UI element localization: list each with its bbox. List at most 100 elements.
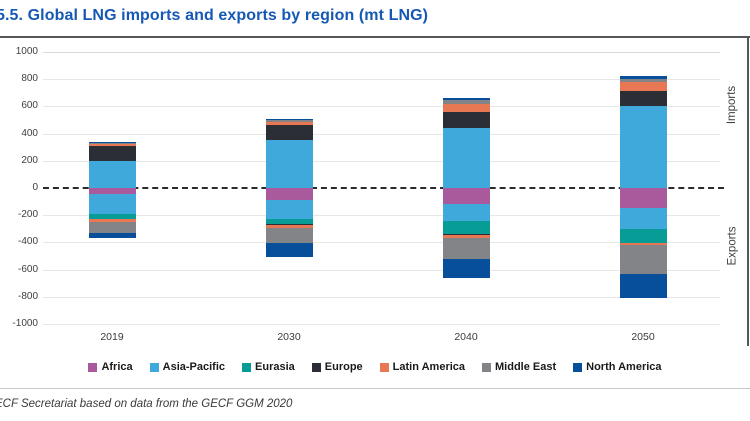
bar-segment-eurasia-exports bbox=[265, 219, 313, 225]
bar-segment-latin-america-imports bbox=[619, 81, 667, 92]
bar-segment-latin-america-imports bbox=[265, 122, 313, 125]
bar-segment-europe-imports bbox=[619, 91, 667, 107]
legend-swatch bbox=[149, 362, 159, 372]
legend-item-middle-east: Middle East bbox=[482, 361, 556, 373]
bar-segment-africa-exports bbox=[619, 188, 667, 209]
gridline bbox=[43, 52, 720, 53]
title-divider bbox=[0, 36, 750, 38]
y-axis-tick-label: 1000 bbox=[15, 46, 38, 57]
bar-segment-north-america-exports bbox=[88, 232, 136, 238]
y-axis-tick-label: -200 bbox=[17, 209, 38, 221]
gridline bbox=[43, 296, 720, 298]
bar-segment-africa-exports bbox=[88, 188, 136, 195]
gridline bbox=[43, 106, 720, 108]
y-axis-tick-label: 400 bbox=[21, 127, 38, 139]
bar-segment-north-america-exports bbox=[265, 243, 313, 257]
zero-baseline bbox=[43, 187, 724, 189]
x-axis-tick-label: 2040 bbox=[454, 331, 478, 343]
bar-segment-middle-east-imports bbox=[265, 120, 313, 123]
bar-segment-north-america-imports bbox=[619, 76, 667, 80]
bar-segment-asia-pacific-exports bbox=[265, 200, 313, 220]
bar-segment-europe-imports bbox=[442, 111, 490, 129]
y-axis-tick-label: 0 bbox=[32, 182, 38, 193]
bar-segment-middle-east-exports bbox=[619, 245, 667, 274]
bar-segment-europe-exports bbox=[442, 234, 490, 235]
bar-segment-latin-america-imports bbox=[442, 103, 490, 112]
gridline bbox=[43, 269, 720, 271]
source-note: ECF Secretariat based on data from the G… bbox=[0, 398, 293, 410]
legend-label: Africa bbox=[101, 361, 133, 373]
footer-divider bbox=[0, 388, 750, 389]
bar-segment-asia-pacific-imports bbox=[265, 140, 313, 188]
legend-label: North America bbox=[586, 361, 662, 373]
bar-segment-asia-pacific-exports bbox=[442, 203, 490, 222]
exports-axis-label: Exports bbox=[726, 226, 738, 266]
chart-title: 5.5. Global LNG imports and exports by r… bbox=[0, 7, 429, 24]
legend-item-europe: Europe bbox=[311, 361, 363, 373]
legend-label: Europe bbox=[324, 361, 363, 373]
legend-label: Middle East bbox=[495, 361, 557, 373]
bar-segment-middle-east-exports bbox=[442, 237, 490, 259]
y-axis-tick-label: 800 bbox=[21, 73, 38, 85]
x-axis-tick-label: 2050 bbox=[631, 331, 655, 343]
bar-segment-middle-east-imports bbox=[88, 143, 136, 144]
bar-segment-latin-america-imports bbox=[88, 143, 136, 146]
x-axis-tick-label: 2030 bbox=[277, 331, 301, 343]
bar-segment-middle-east-imports bbox=[442, 100, 490, 104]
gridline bbox=[43, 133, 720, 135]
legend-swatch bbox=[88, 362, 98, 372]
legend-label: Asia-Pacific bbox=[162, 361, 226, 373]
legend-item-africa: Africa bbox=[88, 361, 133, 373]
bar-segment-asia-pacific-imports bbox=[619, 106, 667, 188]
legend-swatch bbox=[482, 362, 492, 372]
bar-segment-middle-east-exports bbox=[88, 222, 136, 233]
legend-item-latin-america: Latin America bbox=[379, 361, 465, 373]
bar-segment-asia-pacific-imports bbox=[88, 161, 136, 188]
bar-segment-eurasia-exports bbox=[619, 228, 667, 244]
legend-item-eurasia: Eurasia bbox=[242, 361, 295, 373]
gridline bbox=[43, 242, 720, 244]
imports-axis-label: Imports bbox=[726, 85, 738, 125]
legend-swatch bbox=[242, 362, 252, 372]
gridline bbox=[43, 160, 720, 162]
bar-segment-middle-east-exports bbox=[265, 228, 313, 244]
bar-segment-asia-pacific-exports bbox=[619, 208, 667, 229]
y-axis-tick-label: 200 bbox=[21, 154, 38, 166]
legend-item-north-america: North America bbox=[573, 361, 662, 373]
bar-segment-latin-america-exports bbox=[442, 234, 490, 238]
bar-segment-north-america-imports bbox=[88, 141, 136, 144]
bar-segment-north-america-imports bbox=[265, 118, 313, 120]
gridline bbox=[43, 79, 720, 81]
x-axis-tick-label: 2019 bbox=[100, 331, 124, 343]
bar-segment-latin-america-exports bbox=[88, 219, 136, 222]
bar-segment-africa-exports bbox=[265, 188, 313, 201]
bar-segment-asia-pacific-exports bbox=[88, 194, 136, 214]
right-axis-line bbox=[747, 38, 749, 346]
bar-segment-middle-east-imports bbox=[619, 79, 667, 82]
legend-item-asia-pacific: Asia-Pacific bbox=[149, 361, 226, 373]
bar-segment-north-america-imports bbox=[442, 98, 490, 101]
y-axis-tick-label: 600 bbox=[21, 100, 38, 112]
legend-swatch bbox=[379, 362, 389, 372]
bar-segment-africa-exports bbox=[442, 188, 490, 204]
bar-segment-north-america-exports bbox=[619, 273, 667, 299]
bar-segment-latin-america-exports bbox=[619, 243, 667, 246]
bar-segment-eurasia-exports bbox=[442, 221, 490, 235]
y-axis-tick-label: -400 bbox=[17, 236, 38, 248]
legend-swatch bbox=[311, 362, 321, 372]
y-axis-tick-label: -1000 bbox=[12, 318, 38, 329]
y-axis-tick-label: -800 bbox=[17, 290, 38, 302]
bar-segment-europe-imports bbox=[88, 145, 136, 162]
legend-label: Eurasia bbox=[255, 361, 295, 373]
gridline bbox=[43, 324, 720, 325]
legend-swatch bbox=[573, 362, 583, 372]
y-axis-tick-label: -600 bbox=[17, 263, 38, 275]
bar-segment-europe-imports bbox=[265, 124, 313, 141]
legend: Africa Asia-Pacific Eurasia Europe Latin Ame… bbox=[0, 361, 750, 373]
bar-segment-eurasia-exports bbox=[88, 213, 136, 220]
bar-segment-europe-exports bbox=[265, 224, 313, 226]
gridline bbox=[43, 215, 720, 217]
bar-segment-latin-america-exports bbox=[265, 225, 313, 229]
